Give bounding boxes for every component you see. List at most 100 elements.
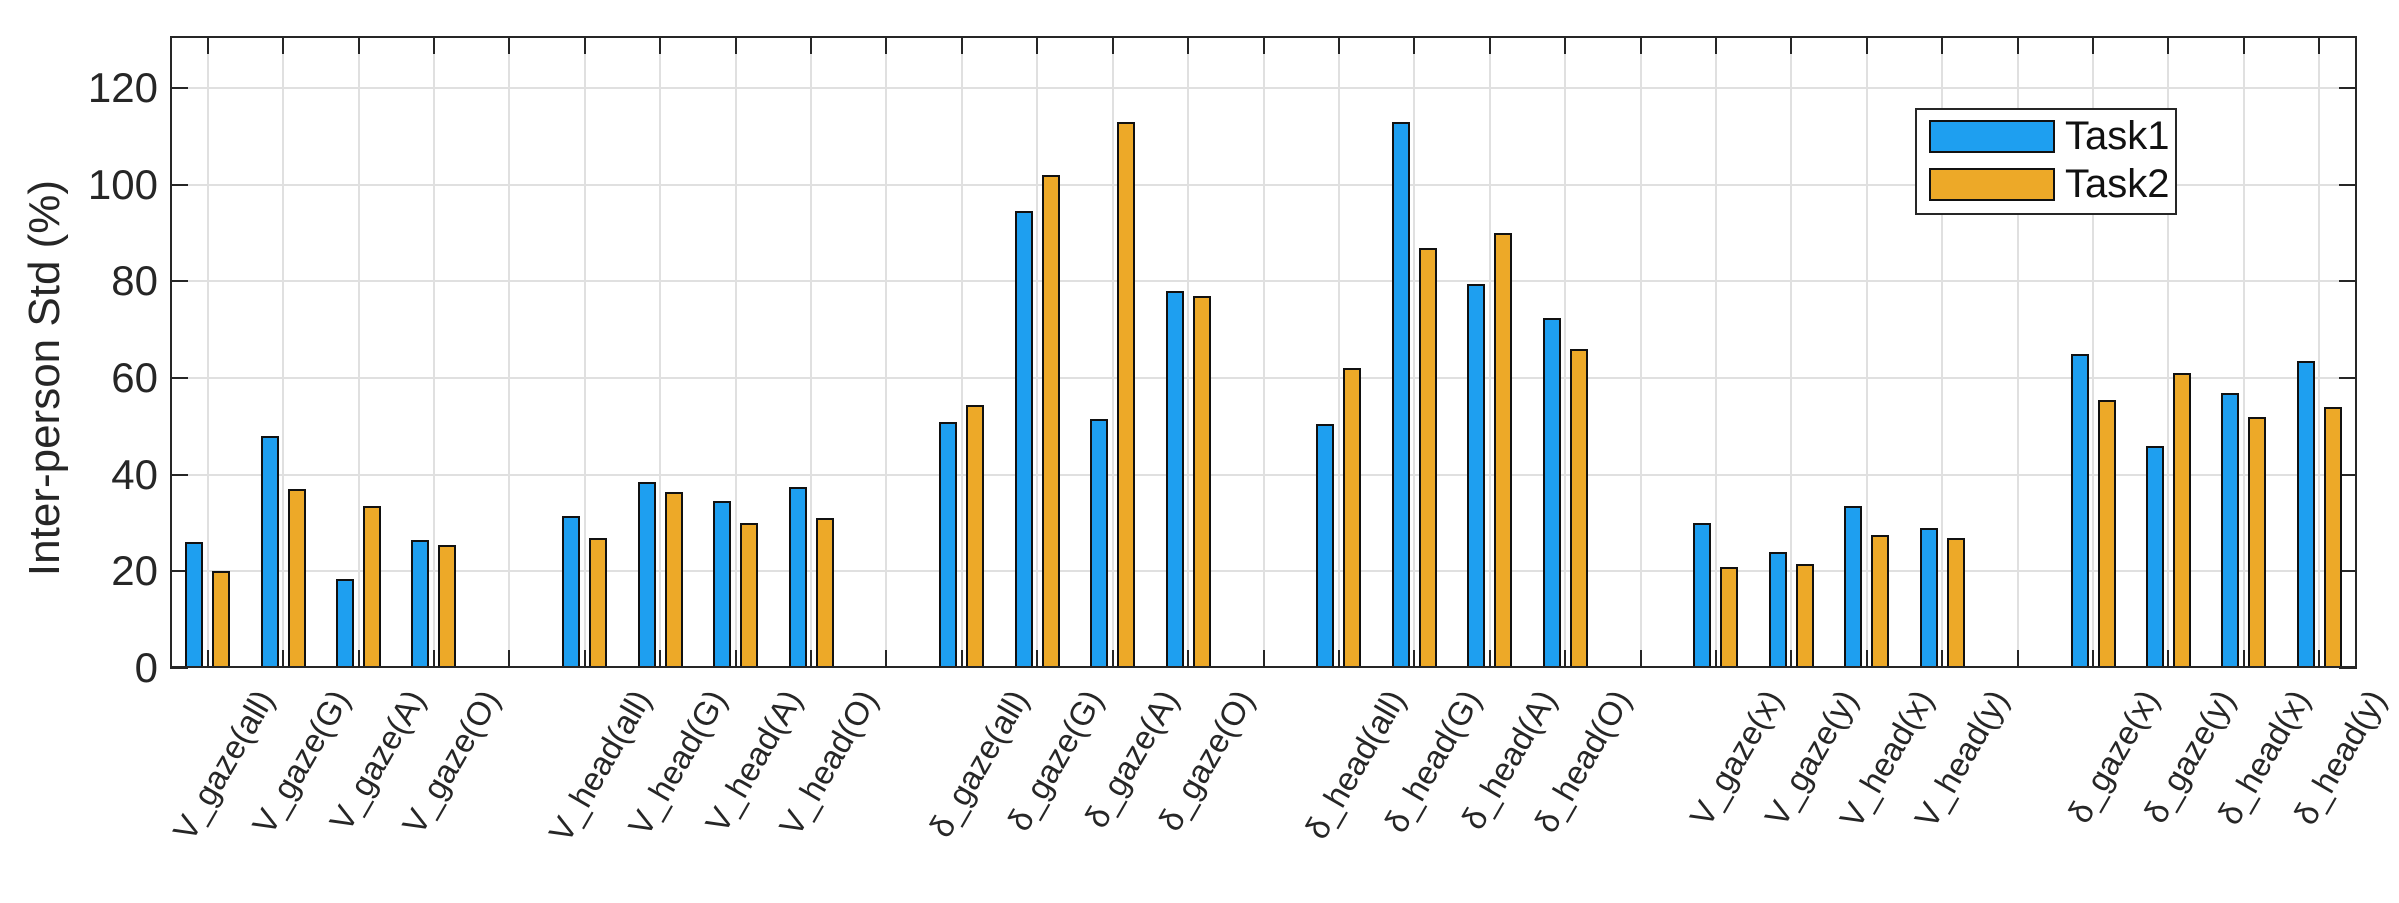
vertical-gridline — [1714, 36, 1717, 668]
bar-task2-4 — [589, 537, 608, 668]
vertical-gridline — [885, 36, 888, 668]
x-tick-top — [1564, 36, 1567, 54]
x-tick-top — [734, 36, 737, 54]
legend-swatch-task1 — [1929, 120, 2055, 153]
bar-task1-17 — [1768, 552, 1787, 668]
x-tick-top — [1413, 36, 1416, 54]
bar-task2-19 — [1946, 537, 1965, 668]
x-tick-bottom — [1941, 650, 1944, 668]
x-tick-bottom — [583, 650, 586, 668]
bar-task1-9 — [1014, 211, 1033, 668]
y-tick-right — [2339, 280, 2357, 283]
vertical-gridline — [206, 36, 209, 668]
x-tick-top — [206, 36, 209, 54]
bar-task2-7 — [815, 518, 834, 668]
x-tick-top — [1187, 36, 1190, 54]
legend-label: Task1 — [2065, 114, 2170, 158]
y-tick-right — [2339, 667, 2357, 669]
y-tick-right — [2339, 377, 2357, 379]
bar-task1-19 — [1919, 527, 1938, 668]
y-tick-label: 100 — [87, 160, 158, 208]
x-tick-top — [2242, 36, 2245, 54]
bar-task1-8 — [939, 421, 958, 668]
x-tick-top — [432, 36, 435, 54]
vertical-gridline — [1111, 36, 1114, 668]
x-tick-bottom — [1262, 650, 1265, 668]
vertical-gridline — [960, 36, 963, 668]
vertical-gridline — [508, 36, 511, 668]
vertical-gridline — [1488, 36, 1491, 668]
vertical-gridline — [1413, 36, 1416, 668]
bar-task1-1 — [260, 436, 279, 668]
x-tick-bottom — [2167, 650, 2170, 668]
x-tick-top — [2016, 36, 2019, 54]
legend-entry: Task2 — [1917, 163, 2175, 205]
x-tick-top — [282, 36, 285, 54]
bar-task1-23 — [2296, 361, 2315, 668]
bar-task2-16 — [1720, 566, 1739, 668]
bar-task2-17 — [1795, 564, 1814, 668]
x-tick-top — [1262, 36, 1265, 54]
vertical-gridline — [734, 36, 737, 668]
bar-task1-11 — [1165, 291, 1184, 668]
bar-task1-0 — [185, 542, 204, 668]
x-tick-top — [810, 36, 813, 54]
bar-task1-14 — [1467, 283, 1486, 668]
x-tick-top — [1111, 36, 1114, 54]
x-tick-bottom — [2092, 650, 2095, 668]
vertical-gridline — [659, 36, 662, 668]
vertical-gridline — [357, 36, 360, 668]
bar-task2-12 — [1343, 368, 1362, 668]
y-tick-right — [2339, 473, 2357, 476]
x-tick-bottom — [1865, 650, 1868, 668]
vertical-gridline — [2167, 36, 2170, 668]
bar-task1-4 — [562, 515, 581, 668]
vertical-gridline — [583, 36, 586, 668]
y-tick-label: 80 — [111, 257, 158, 305]
bar-task2-1 — [287, 489, 306, 668]
bar-task2-23 — [2323, 407, 2342, 668]
bar-task1-18 — [1844, 506, 1863, 668]
x-tick-bottom — [1564, 650, 1567, 668]
x-tick-bottom — [1714, 650, 1717, 668]
x-tick-top — [1488, 36, 1491, 54]
bar-task1-10 — [1090, 419, 1109, 668]
bar-task2-0 — [212, 571, 231, 668]
bar-task2-15 — [1569, 349, 1588, 668]
x-tick-top — [659, 36, 662, 54]
vertical-gridline — [2016, 36, 2019, 668]
vertical-gridline — [1790, 36, 1793, 668]
bar-task1-3 — [411, 539, 430, 668]
x-tick-top — [357, 36, 360, 54]
vertical-gridline — [1262, 36, 1265, 668]
bar-task2-14 — [1494, 233, 1513, 668]
bar-task1-22 — [2221, 392, 2240, 668]
y-tick-left — [170, 377, 188, 379]
x-tick-bottom — [508, 650, 511, 668]
x-tick-bottom — [2318, 650, 2321, 668]
vertical-gridline — [1564, 36, 1567, 668]
legend-entry: Task1 — [1917, 115, 2175, 157]
x-tick-bottom — [282, 650, 285, 668]
bar-task2-22 — [2248, 416, 2267, 668]
bar-task1-6 — [713, 501, 732, 668]
bar-task1-2 — [336, 578, 355, 668]
x-tick-top — [1714, 36, 1717, 54]
x-tick-top — [2092, 36, 2095, 54]
bar-task2-20 — [2097, 399, 2116, 668]
x-tick-bottom — [659, 650, 662, 668]
x-tick-top — [960, 36, 963, 54]
x-tick-top — [2318, 36, 2321, 54]
vertical-gridline — [432, 36, 435, 668]
x-tick-top — [1865, 36, 1868, 54]
bar-task2-3 — [438, 544, 457, 668]
bar-task2-18 — [1871, 535, 1890, 668]
y-tick-label: 60 — [111, 354, 158, 401]
vertical-gridline — [1865, 36, 1868, 668]
y-tick-left — [170, 280, 188, 283]
x-tick-top — [1790, 36, 1793, 54]
legend-swatch-task2 — [1929, 168, 2055, 201]
bar-task2-21 — [2172, 373, 2191, 668]
y-tick-right — [2339, 87, 2357, 89]
